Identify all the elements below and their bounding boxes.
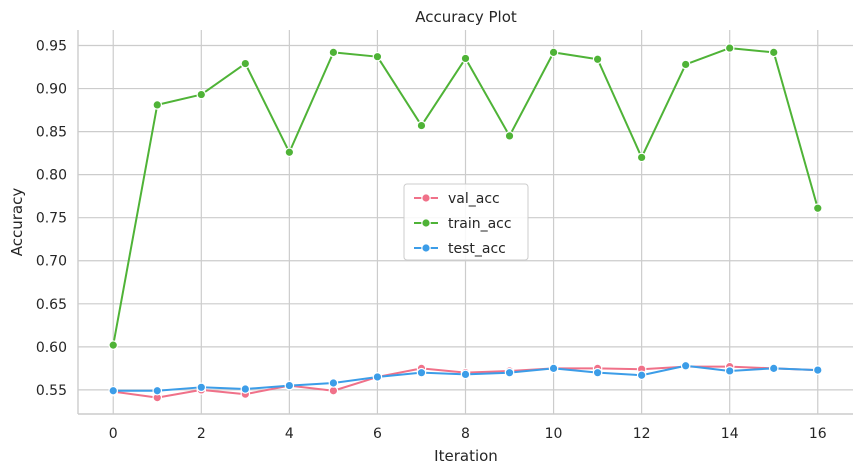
data-point-test_acc <box>680 360 691 371</box>
legend-box <box>403 183 529 261</box>
data-point-train_acc <box>680 59 691 70</box>
data-point-test_acc <box>372 372 383 382</box>
data-point-test_acc <box>108 385 119 396</box>
legend-marker-train_acc <box>421 218 431 228</box>
data-point-test_acc <box>240 384 251 394</box>
x-tick-label: 12 <box>633 426 651 442</box>
legend-label-test_acc: test_acc <box>448 241 506 257</box>
data-point-train_acc <box>812 203 823 214</box>
y-tick-label: 0.55 <box>36 383 67 399</box>
data-point-test_acc <box>460 369 471 380</box>
y-tick-label: 0.65 <box>36 297 67 313</box>
x-tick-label: 16 <box>809 426 827 442</box>
data-point-train_acc <box>196 89 207 100</box>
data-point-test_acc <box>768 363 779 374</box>
data-point-test_acc <box>724 366 735 376</box>
x-tick-label: 14 <box>721 426 739 442</box>
data-point-train_acc <box>240 58 251 69</box>
data-point-train_acc <box>460 53 471 64</box>
legend-marker-test_acc <box>421 243 431 253</box>
data-point-train_acc <box>416 120 427 131</box>
data-point-train_acc <box>724 43 735 53</box>
y-axis-title: Accuracy <box>8 188 26 257</box>
x-tick-label: 4 <box>285 426 294 442</box>
x-tick-label: 10 <box>545 426 563 442</box>
x-tick-label: 6 <box>373 426 382 442</box>
data-point-test_acc <box>284 380 295 391</box>
data-point-train_acc <box>328 47 339 58</box>
series-group <box>108 43 823 403</box>
data-point-val_acc <box>328 385 339 396</box>
data-point-test_acc <box>416 367 427 378</box>
data-point-train_acc <box>284 147 295 158</box>
legend-marker-val_acc <box>421 193 431 203</box>
axes: 0.55 0.60 0.65 0.70 0.75 0.80 0.85 0.90 0.95 0 2 4 6… <box>36 30 853 442</box>
data-point-train_acc <box>504 131 515 141</box>
x-tick-label: 8 <box>461 426 470 442</box>
data-point-train_acc <box>592 54 603 65</box>
data-point-test_acc <box>328 378 339 388</box>
y-tick-label: 0.90 <box>36 82 67 98</box>
data-point-train_acc <box>768 47 779 58</box>
data-point-test_acc <box>636 370 647 381</box>
data-point-train_acc <box>636 152 647 163</box>
x-tick-label: 2 <box>197 426 206 442</box>
legend-label-val_acc: val_acc <box>448 191 500 207</box>
x-axis-title: Iteration <box>434 447 498 465</box>
data-point-test_acc <box>504 367 515 378</box>
data-point-train_acc <box>152 100 163 110</box>
data-point-train_acc <box>548 47 559 58</box>
y-tick-label: 0.95 <box>36 38 67 54</box>
y-tick-label: 0.70 <box>36 254 67 270</box>
y-tick-label: 0.75 <box>36 211 67 227</box>
data-point-test_acc <box>196 382 207 393</box>
y-tick-label: 0.60 <box>36 340 67 356</box>
data-point-train_acc <box>108 340 119 350</box>
y-tick-label: 0.80 <box>36 168 67 184</box>
y-tick-label: 0.85 <box>36 125 67 141</box>
data-point-train_acc <box>372 51 383 62</box>
data-point-test_acc <box>152 385 163 396</box>
data-point-test_acc <box>592 367 603 378</box>
data-point-test_acc <box>812 365 823 375</box>
x-tick-label: 0 <box>109 426 118 442</box>
chart-title: Accuracy Plot <box>415 8 517 26</box>
data-point-test_acc <box>548 363 559 374</box>
legend: val_acc train_acc test_acc <box>403 183 529 261</box>
legend-label-train_acc: train_acc <box>448 216 512 232</box>
